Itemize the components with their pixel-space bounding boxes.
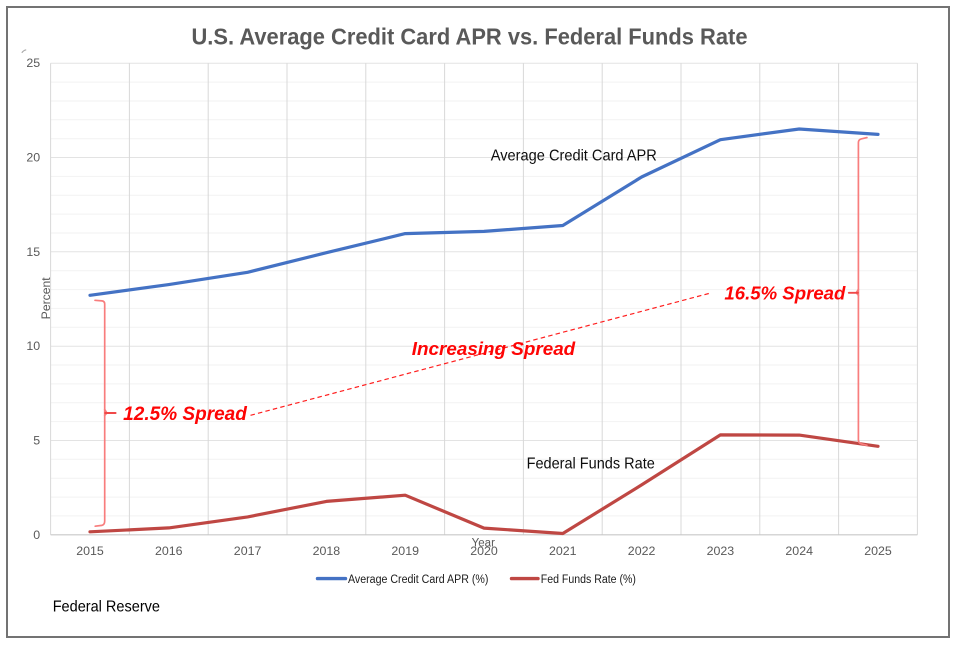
svg-text:2021: 2021	[549, 544, 577, 558]
svg-text:15: 15	[26, 245, 40, 259]
svg-text:U.S. Average Credit Card APR v: U.S. Average Credit Card APR vs. Federal…	[192, 24, 748, 50]
svg-text:0: 0	[33, 528, 40, 542]
svg-text:25: 25	[26, 56, 40, 70]
svg-text:16.5% Spread: 16.5% Spread	[724, 282, 846, 303]
svg-text:Average Credit Card APR: Average Credit Card APR	[491, 148, 657, 165]
svg-text:5: 5	[33, 434, 40, 448]
svg-text:Increasing Spread: Increasing Spread	[412, 338, 576, 359]
svg-text:10: 10	[26, 339, 40, 353]
svg-text:2024: 2024	[785, 544, 813, 558]
svg-text:2023: 2023	[707, 544, 735, 558]
svg-text:12.5% Spread: 12.5% Spread	[123, 404, 247, 425]
svg-text:Federal Funds Rate: Federal Funds Rate	[527, 456, 655, 473]
svg-text:2015: 2015	[76, 544, 104, 558]
svg-text:2020: 2020	[470, 544, 498, 558]
svg-text:Fed Funds Rate (%): Fed Funds Rate (%)	[541, 574, 636, 586]
svg-text:2025: 2025	[864, 544, 892, 558]
svg-text:2018: 2018	[313, 544, 341, 558]
svg-text:Average Credit Card APR (%): Average Credit Card APR (%)	[348, 574, 489, 586]
svg-text:2016: 2016	[155, 544, 183, 558]
svg-text:2019: 2019	[391, 544, 419, 558]
svg-text:20: 20	[26, 151, 40, 165]
svg-text:Percent: Percent	[39, 277, 53, 320]
svg-text:Year: Year	[472, 538, 495, 550]
svg-text:2017: 2017	[234, 544, 262, 558]
svg-text:Federal Reserve: Federal Reserve	[53, 599, 160, 616]
svg-text:2022: 2022	[628, 544, 656, 558]
